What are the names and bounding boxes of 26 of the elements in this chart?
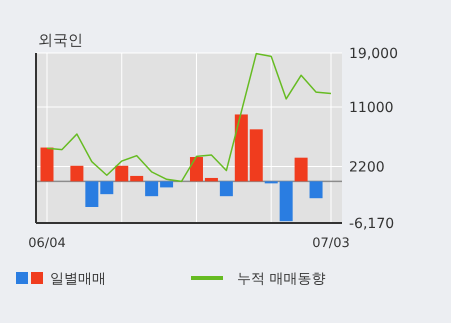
bar: [294, 158, 308, 182]
bar: [250, 129, 263, 182]
bar: [310, 181, 323, 198]
bar: [220, 181, 233, 196]
bar: [115, 166, 128, 182]
chart-title: 외국인: [38, 31, 83, 49]
bar: [204, 178, 218, 182]
bar: [160, 181, 174, 188]
y-tick-label: 19,000: [349, 46, 398, 62]
bar: [145, 181, 158, 196]
x-tick-label: 06/04: [28, 236, 66, 251]
bar: [130, 176, 144, 182]
bar: [234, 114, 248, 182]
x-tick-label: 07/03: [312, 236, 350, 251]
y-tick-label: -6,170: [349, 216, 394, 232]
bar: [40, 148, 54, 182]
line-series: [46, 52, 332, 182]
y-tick-label: 2200: [349, 159, 385, 176]
bar: [70, 166, 84, 182]
bar: [190, 157, 203, 182]
legend-label: 일별매매: [50, 271, 106, 287]
legend-label: 누적 매매동향: [237, 271, 326, 287]
bar: [280, 181, 293, 222]
bar: [85, 181, 98, 207]
bar: [100, 181, 114, 194]
y-tick-label: 11000: [349, 100, 394, 116]
